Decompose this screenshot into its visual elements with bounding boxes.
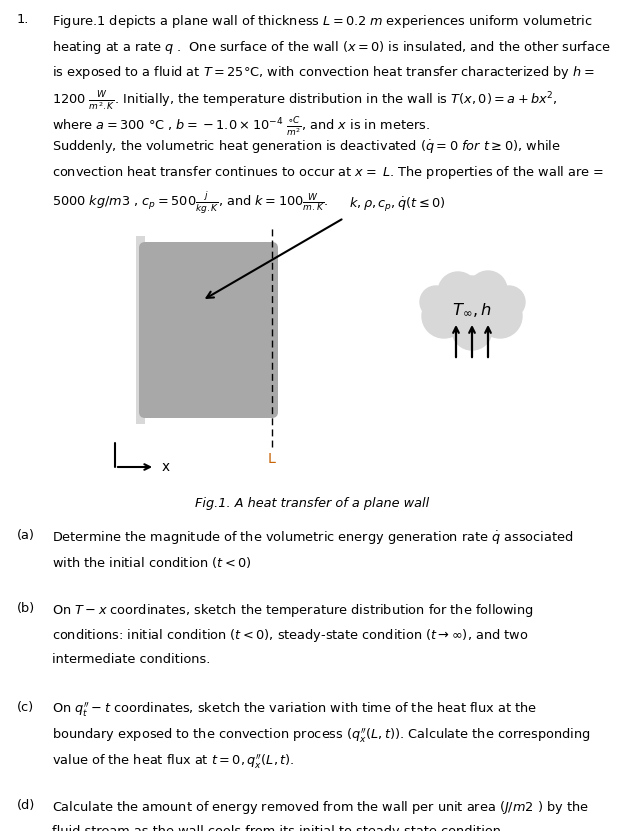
Text: where $a = 300$ °C , $b = -1.0 \times 10^{-4}$ $\frac{\circ C}{m^2}$, and $x$ is: where $a = 300$ °C , $b = -1.0 \times 10… bbox=[52, 115, 430, 139]
Circle shape bbox=[469, 271, 507, 309]
Text: (c): (c) bbox=[17, 701, 34, 714]
Circle shape bbox=[477, 281, 511, 315]
Circle shape bbox=[433, 283, 467, 317]
Text: L: L bbox=[268, 452, 276, 466]
Text: is exposed to a fluid at $T = 25$°C, with convection heat transfer characterized: is exposed to a fluid at $T = 25$°C, wit… bbox=[52, 64, 595, 81]
Text: 1200 $\frac{W}{m^2.K}$. Initially, the temperature distribution in the wall is $: 1200 $\frac{W}{m^2.K}$. Initially, the t… bbox=[52, 90, 558, 113]
Text: Fig.1. A heat transfer of a plane wall: Fig.1. A heat transfer of a plane wall bbox=[195, 497, 429, 510]
Circle shape bbox=[420, 286, 452, 318]
Text: On $q_t^{\prime\prime} - t$ coordinates, sketch the variation with time of the h: On $q_t^{\prime\prime} - t$ coordinates,… bbox=[52, 701, 537, 719]
Text: value of the heat flux at $t = 0, q_x^{\prime\prime}(L, t)$.: value of the heat flux at $t = 0, q_x^{\… bbox=[52, 751, 294, 770]
Circle shape bbox=[478, 294, 522, 338]
Circle shape bbox=[422, 294, 466, 338]
Text: Determine the magnitude of the volumetric energy generation rate $\dot{q}$ assoc: Determine the magnitude of the volumetri… bbox=[52, 529, 574, 547]
Text: convection heat transfer continues to occur at $x =$ $L$. The properties of the : convection heat transfer continues to oc… bbox=[52, 164, 604, 181]
Circle shape bbox=[493, 286, 525, 318]
Text: 1.: 1. bbox=[17, 13, 29, 26]
Text: conditions: initial condition ($t < 0$), steady-state condition ($t \rightarrow : conditions: initial condition ($t < 0$),… bbox=[52, 627, 528, 645]
Circle shape bbox=[438, 272, 478, 312]
Text: Figure.1 depicts a plane wall of thickness $L = 0.2$ $m$ experiences uniform vol: Figure.1 depicts a plane wall of thickne… bbox=[52, 13, 592, 30]
Text: with the initial condition ($t < 0$): with the initial condition ($t < 0$) bbox=[52, 554, 252, 569]
FancyBboxPatch shape bbox=[139, 242, 278, 418]
Circle shape bbox=[452, 310, 492, 350]
Text: Calculate the amount of energy removed from the wall per unit area ($J/m2$ ) by : Calculate the amount of energy removed f… bbox=[52, 799, 589, 816]
Text: (b): (b) bbox=[17, 602, 35, 615]
Bar bbox=[136, 236, 145, 424]
Text: heating at a rate $q$ .  One surface of the wall ($x = 0$) is insulated, and the: heating at a rate $q$ . One surface of t… bbox=[52, 38, 611, 56]
Text: On $T - x$ coordinates, sketch the temperature distribution for the following: On $T - x$ coordinates, sketch the tempe… bbox=[52, 602, 534, 619]
Text: $k, \rho, c_p, \dot{q}(t \leq 0)$: $k, \rho, c_p, \dot{q}(t \leq 0)$ bbox=[349, 195, 446, 214]
Text: Suddenly, the volumetric heat generation is deactivated ($\dot{q} = 0$ $for$ $t : Suddenly, the volumetric heat generation… bbox=[52, 139, 561, 156]
Circle shape bbox=[440, 276, 504, 340]
Text: (a): (a) bbox=[17, 529, 35, 542]
Text: 5000 $kg/m3$ , $c_p = 500\frac{j}{kg.K}$, and $k = 100\frac{W}{m.K}$.: 5000 $kg/m3$ , $c_p = 500\frac{j}{kg.K}$… bbox=[52, 189, 329, 215]
Text: fluid stream as the wall cools from its initial to steady-state condition.: fluid stream as the wall cools from its … bbox=[52, 824, 505, 831]
Text: (d): (d) bbox=[17, 799, 36, 812]
Text: $T_{\infty}, h$: $T_{\infty}, h$ bbox=[452, 302, 492, 318]
Text: boundary exposed to the convection process ($q_x^{\prime\prime}(L, t)$). Calcula: boundary exposed to the convection proce… bbox=[52, 726, 591, 744]
Text: intermediate conditions.: intermediate conditions. bbox=[52, 653, 211, 666]
Text: x: x bbox=[162, 460, 170, 474]
